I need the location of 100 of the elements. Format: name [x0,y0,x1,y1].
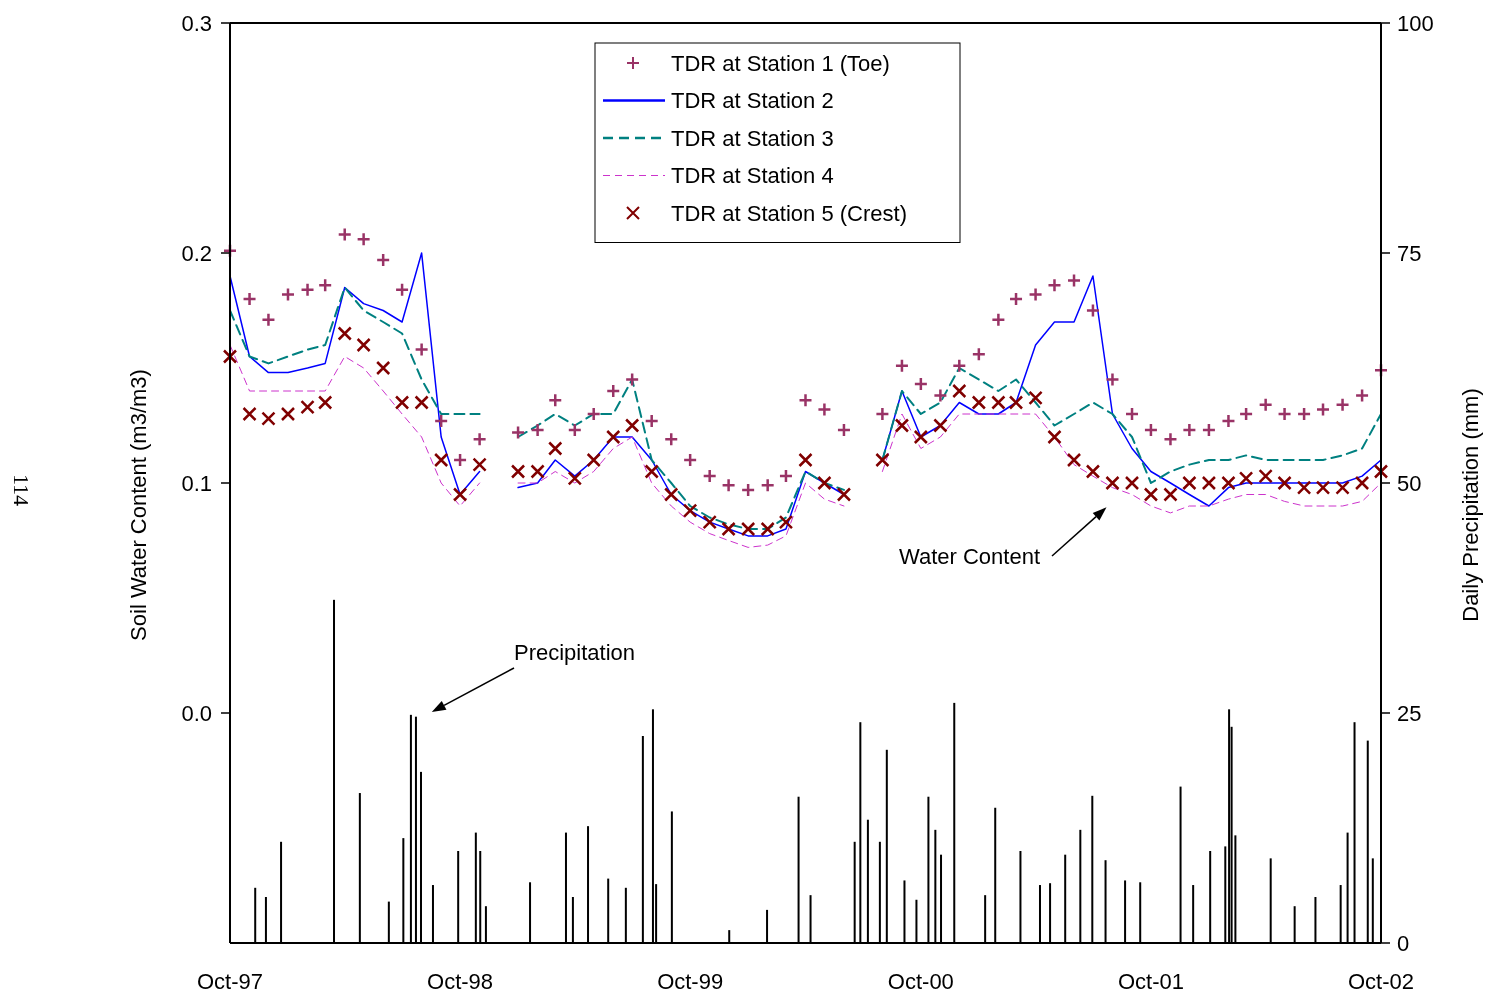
point [356,231,371,247]
point [606,429,621,445]
point [933,418,948,433]
point [1105,475,1120,491]
point [1335,397,1350,413]
point [624,418,640,433]
point [375,360,391,376]
point [567,422,583,438]
y-tick-label: 0.2 [181,240,212,266]
point [991,312,1006,327]
point [1163,487,1178,502]
point [242,406,257,422]
point [913,376,929,392]
point [261,312,276,327]
y2-tick-label: 75 [1397,240,1422,266]
point [300,399,315,415]
point [1373,464,1389,479]
point [548,441,563,456]
point [798,452,813,468]
legend-label: TDR at Station 4 [671,163,834,189]
point [1085,464,1101,479]
point [933,388,948,403]
point [1354,475,1370,491]
point [1066,452,1082,468]
point [1296,406,1312,422]
point [261,411,276,426]
point [971,346,987,362]
point [1047,277,1062,293]
point [1143,422,1159,438]
point [913,429,929,445]
point [991,395,1006,410]
point [433,452,449,468]
point [1066,273,1082,288]
point [280,287,296,302]
text: 114 [9,473,34,507]
point [317,395,333,410]
legend-label: TDR at Station 3 [671,125,834,151]
point [721,478,736,493]
x-tick-label: Oct-01 [1117,969,1184,994]
point [1163,432,1178,447]
point [1258,468,1273,484]
point [778,468,794,484]
point [1296,480,1312,495]
point [682,452,698,468]
y-tick-label: 0.1 [181,470,212,496]
point [1354,388,1370,403]
point [971,395,987,410]
point [740,482,756,498]
point [952,383,967,399]
point [702,468,717,484]
point [337,227,352,242]
point [414,342,429,357]
point [242,291,257,307]
x-tick-label: Oct-02 [1347,969,1415,994]
point [1124,475,1140,491]
point [1105,372,1120,387]
point [452,452,468,468]
y-tick-label: 0.0 [181,700,212,726]
point [740,521,756,537]
point [644,464,659,479]
point [510,464,526,479]
x-tick-label: Oct-99 [657,969,724,994]
point [1143,487,1159,502]
point [222,349,238,364]
point [875,452,890,468]
point [875,406,890,422]
point [702,514,717,530]
point [682,503,698,518]
y2-tick-label: 50 [1397,470,1422,496]
point [394,282,410,298]
point [606,383,621,399]
point [1047,429,1062,445]
legend-label: TDR at Station 5 (Crest) [671,200,907,226]
point [894,418,910,433]
point [586,406,601,422]
point [798,392,813,408]
point [567,471,583,486]
legend-label: TDR at Station 2 [671,88,834,114]
point [375,252,391,268]
point [836,487,852,502]
point [721,521,736,537]
point [663,487,679,502]
annotation: Precipitation [514,640,636,665]
y2-tick-label: 25 [1397,700,1422,726]
point [394,395,410,410]
point [433,413,449,429]
y2-tick-label: 0 [1397,930,1410,956]
point [817,402,832,417]
point [952,358,967,373]
point [1277,406,1292,422]
point [317,277,333,293]
y2-axis-title: Daily Precipitation (mm) [1458,388,1483,622]
point [510,425,526,440]
annotation: Water Content [898,544,1040,569]
point [472,432,487,447]
point [1028,390,1043,406]
point [836,422,852,438]
point [1008,395,1024,410]
x-tick-label: Oct-00 [887,969,954,994]
point [530,422,545,438]
